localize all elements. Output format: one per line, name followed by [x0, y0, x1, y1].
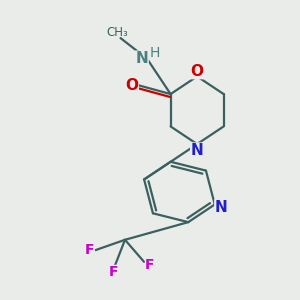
Text: CH₃: CH₃ — [107, 26, 128, 39]
Text: H: H — [150, 46, 160, 60]
Text: O: O — [125, 78, 138, 93]
Text: N: N — [215, 200, 228, 215]
Text: F: F — [145, 258, 155, 272]
Text: N: N — [135, 51, 148, 66]
Text: F: F — [85, 243, 94, 257]
Text: O: O — [190, 64, 204, 79]
Text: N: N — [191, 143, 203, 158]
Text: F: F — [108, 265, 118, 279]
